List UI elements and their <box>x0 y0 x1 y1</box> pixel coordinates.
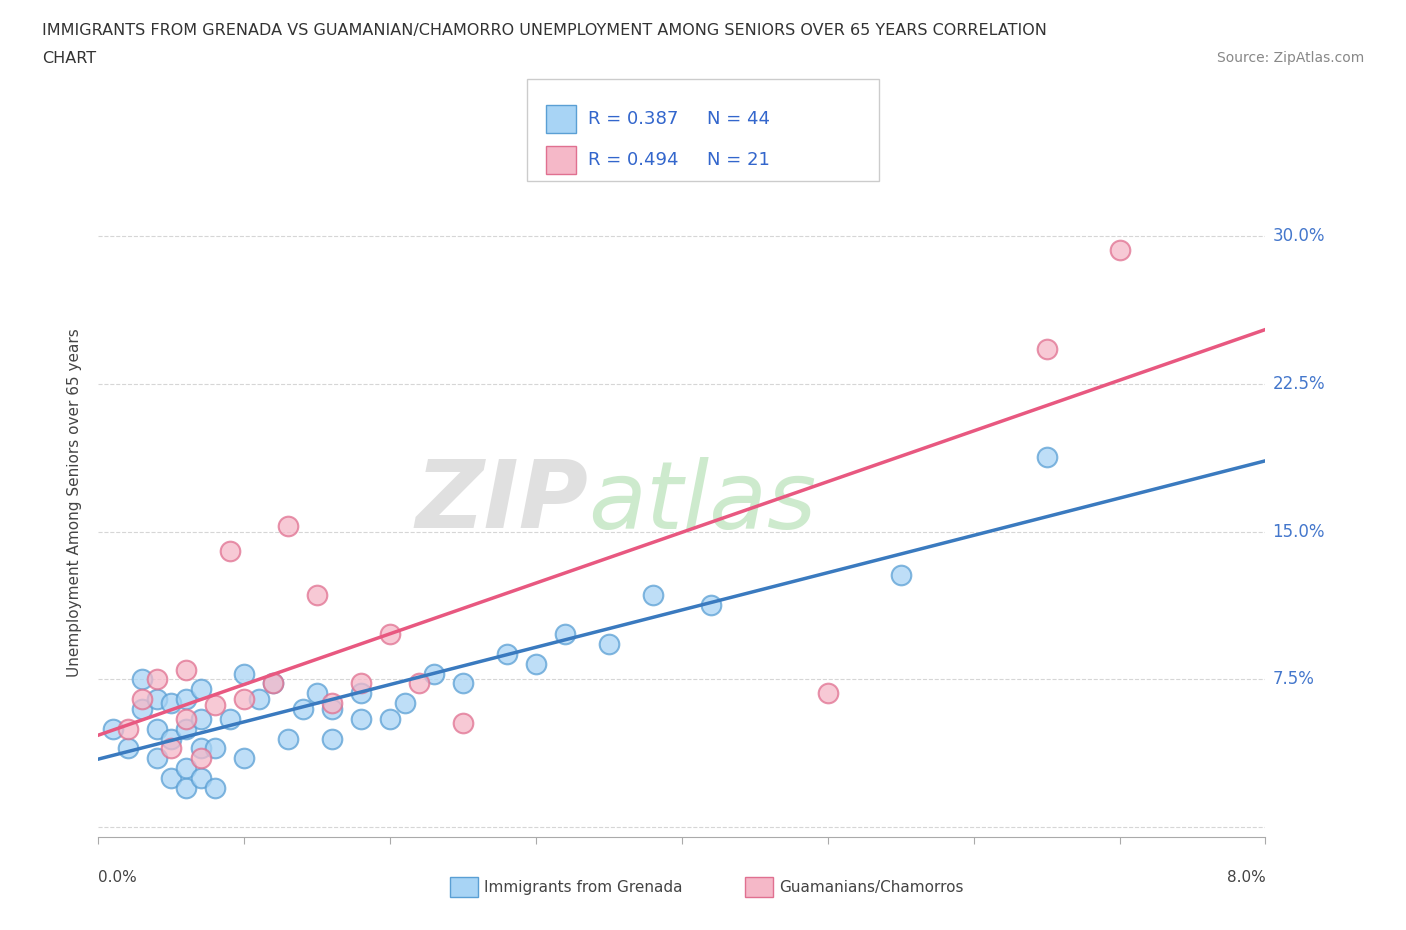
Point <box>277 518 299 533</box>
Point <box>233 666 256 681</box>
Point <box>101 722 124 737</box>
Point <box>350 685 373 700</box>
Point <box>174 761 197 776</box>
Text: 22.5%: 22.5% <box>1272 375 1324 393</box>
Point <box>146 672 169 687</box>
Point <box>204 780 226 795</box>
Point <box>117 722 139 737</box>
Text: CHART: CHART <box>42 51 96 66</box>
Point <box>146 751 169 765</box>
Text: Immigrants from Grenada: Immigrants from Grenada <box>484 880 682 895</box>
Text: Source: ZipAtlas.com: Source: ZipAtlas.com <box>1216 51 1364 65</box>
Text: IMMIGRANTS FROM GRENADA VS GUAMANIAN/CHAMORRO UNEMPLOYMENT AMONG SENIORS OVER 65: IMMIGRANTS FROM GRENADA VS GUAMANIAN/CHA… <box>42 23 1047 38</box>
Point <box>174 722 197 737</box>
Point <box>190 770 212 785</box>
Point <box>394 696 416 711</box>
Point <box>262 676 284 691</box>
Text: 30.0%: 30.0% <box>1272 227 1324 246</box>
Text: N = 44: N = 44 <box>707 110 770 128</box>
Point <box>451 715 474 730</box>
Point <box>233 692 256 707</box>
Point <box>321 701 343 716</box>
Text: N = 21: N = 21 <box>707 151 770 169</box>
Point <box>262 676 284 691</box>
Point <box>350 676 373 691</box>
Point <box>160 770 183 785</box>
Text: atlas: atlas <box>589 457 817 548</box>
Point <box>174 780 197 795</box>
Point <box>451 676 474 691</box>
Point <box>174 711 197 726</box>
Point <box>146 692 169 707</box>
Point <box>204 741 226 756</box>
Point <box>1108 243 1130 258</box>
Point <box>218 711 240 726</box>
Text: Guamanians/Chamorros: Guamanians/Chamorros <box>779 880 963 895</box>
Point <box>160 696 183 711</box>
Point <box>146 722 169 737</box>
Point <box>160 741 183 756</box>
Point <box>160 731 183 746</box>
Point <box>190 711 212 726</box>
Point <box>291 701 314 716</box>
Point <box>307 588 329 603</box>
Point <box>423 666 446 681</box>
Text: ZIP: ZIP <box>416 457 589 548</box>
Text: 8.0%: 8.0% <box>1226 870 1265 884</box>
Point <box>307 685 329 700</box>
Y-axis label: Unemployment Among Seniors over 65 years: Unemployment Among Seniors over 65 years <box>67 328 83 677</box>
Point <box>554 627 576 642</box>
Point <box>247 692 270 707</box>
Point <box>131 692 153 707</box>
Point <box>131 672 153 687</box>
Point <box>700 597 723 612</box>
Point <box>321 731 343 746</box>
Point <box>190 682 212 697</box>
Text: 7.5%: 7.5% <box>1272 671 1315 688</box>
Text: 0.0%: 0.0% <box>98 870 138 884</box>
Point <box>1035 449 1057 464</box>
Point <box>524 657 547 671</box>
Text: R = 0.494: R = 0.494 <box>588 151 678 169</box>
Text: 15.0%: 15.0% <box>1272 523 1324 540</box>
Point <box>598 636 620 651</box>
Point <box>190 751 212 765</box>
Point <box>378 711 402 726</box>
Point <box>378 627 402 642</box>
Text: R = 0.387: R = 0.387 <box>588 110 678 128</box>
Point <box>204 698 226 712</box>
Point <box>496 646 519 661</box>
Point <box>1035 341 1057 356</box>
Point <box>641 588 664 603</box>
Point <box>131 701 153 716</box>
Point <box>218 544 240 559</box>
Point <box>350 711 373 726</box>
Point <box>890 567 912 582</box>
Point <box>174 662 197 677</box>
Point <box>117 741 139 756</box>
Point <box>233 751 256 765</box>
Point <box>817 685 839 700</box>
Point <box>321 696 343 711</box>
Point <box>174 692 197 707</box>
Point <box>408 676 430 691</box>
Point <box>277 731 299 746</box>
Point <box>190 741 212 756</box>
